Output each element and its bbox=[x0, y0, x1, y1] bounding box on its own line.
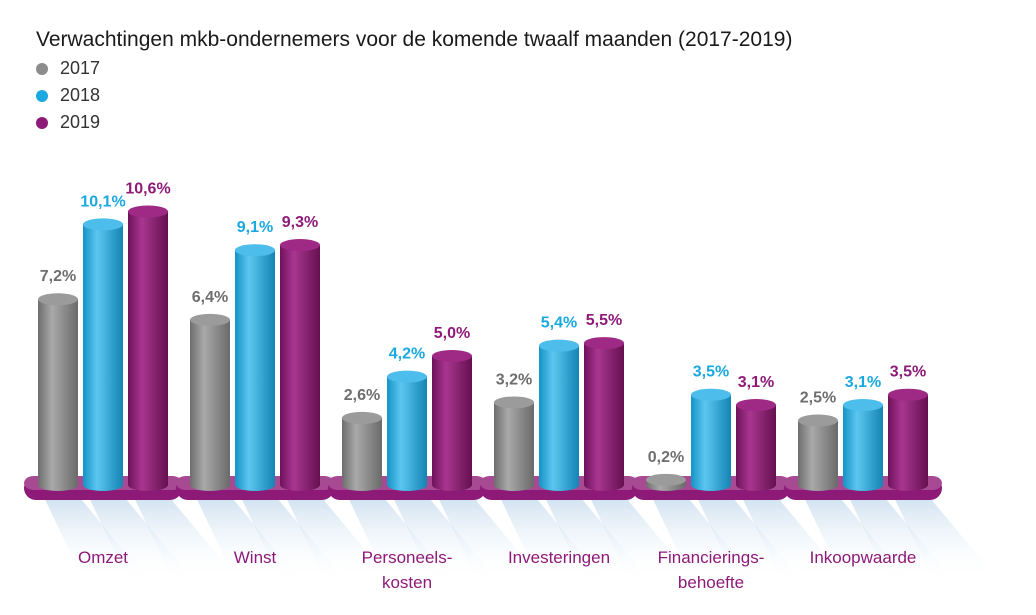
bar-2019-2 bbox=[432, 356, 472, 491]
value-label-2019-1: 9,3% bbox=[282, 214, 318, 231]
bar-cap-2018-0 bbox=[83, 218, 123, 231]
bar-cap-2017-4 bbox=[646, 473, 686, 486]
bar-cap-2018-4 bbox=[691, 388, 731, 401]
bar-cap-2018-5 bbox=[843, 399, 883, 412]
bar-cap-2019-4 bbox=[736, 399, 776, 412]
bar-cap-2019-3 bbox=[584, 337, 624, 350]
legend-label-2017: 2017 bbox=[60, 58, 101, 78]
legend-item-2018: 2018 bbox=[36, 82, 100, 109]
value-label-2017-0: 7,2% bbox=[40, 268, 76, 285]
bar-2017-3 bbox=[494, 402, 534, 491]
bar-cap-2017-0 bbox=[38, 293, 78, 306]
legend-item-2019: 2019 bbox=[36, 109, 100, 136]
value-label-2019-2: 5,0% bbox=[434, 325, 470, 342]
category-label-2: Personeels-kosten bbox=[362, 548, 453, 592]
bar-2018-2 bbox=[387, 376, 427, 491]
bar-shadow bbox=[132, 493, 238, 580]
value-label-2018-3: 5,4% bbox=[541, 315, 577, 332]
bar-2019-0 bbox=[128, 211, 168, 491]
value-label-2018-4: 3,5% bbox=[693, 364, 729, 381]
value-label-2018-1: 9,1% bbox=[237, 219, 273, 236]
bar-cap-2017-5 bbox=[798, 414, 838, 427]
bar-2017-5 bbox=[798, 420, 838, 491]
value-label-2019-5: 3,5% bbox=[890, 364, 926, 381]
bar-2018-1 bbox=[235, 250, 275, 491]
legend-label-2018: 2018 bbox=[60, 85, 101, 105]
bar-2017-0 bbox=[38, 299, 78, 491]
bar-cap-2017-3 bbox=[494, 396, 534, 409]
bar-shadow bbox=[892, 493, 998, 580]
bar-shadow bbox=[284, 493, 390, 580]
bar-shadow bbox=[588, 493, 694, 580]
category-label-4: Financierings-behoefte bbox=[658, 548, 765, 592]
bar-2019-5 bbox=[888, 394, 928, 491]
value-label-2019-0: 10,6% bbox=[125, 181, 170, 198]
bar-2019-4 bbox=[736, 405, 776, 491]
bar-cap-2019-1 bbox=[280, 239, 320, 252]
value-label-2019-4: 3,1% bbox=[738, 374, 774, 391]
value-label-2018-5: 3,1% bbox=[845, 374, 881, 391]
bar-shadow bbox=[436, 493, 542, 580]
legend-swatch-2017 bbox=[36, 62, 48, 75]
value-label-2018-0: 10,1% bbox=[80, 193, 125, 210]
bar-2018-3 bbox=[539, 345, 579, 491]
bar-cap-2018-1 bbox=[235, 244, 275, 257]
bar-cap-2019-5 bbox=[888, 388, 928, 401]
bar-cap-2017-2 bbox=[342, 411, 382, 424]
legend-label-2019: 2019 bbox=[60, 112, 101, 132]
bar-cap-2019-0 bbox=[128, 205, 168, 218]
legend-item-2017: 2017 bbox=[36, 55, 100, 82]
bar-2018-5 bbox=[843, 405, 883, 491]
category-label-3: Investeringen bbox=[508, 548, 610, 567]
value-label-2017-1: 6,4% bbox=[192, 289, 228, 306]
value-label-2017-5: 2,5% bbox=[800, 390, 836, 407]
value-label-2017-3: 3,2% bbox=[496, 371, 532, 388]
value-label-2017-2: 2,6% bbox=[344, 387, 380, 404]
bar-2017-2 bbox=[342, 417, 382, 491]
legend: 2017 2018 2019 bbox=[36, 55, 100, 136]
value-label-2017-4: 0,2% bbox=[648, 449, 684, 466]
bar-cap-2019-2 bbox=[432, 350, 472, 362]
chart-title: Verwachtingen mkb-ondernemers voor de ko… bbox=[36, 28, 793, 51]
bar-cap-2017-1 bbox=[190, 313, 230, 326]
category-label-1: Winst bbox=[234, 548, 277, 567]
legend-swatch-2018 bbox=[36, 89, 48, 102]
bar-cap-2018-2 bbox=[387, 370, 427, 383]
bar-2018-0 bbox=[83, 224, 123, 492]
legend-swatch-2019 bbox=[36, 116, 48, 129]
category-label-5: Inkoopwaarde bbox=[810, 548, 917, 567]
bar-2019-1 bbox=[280, 245, 320, 491]
bar-2018-4 bbox=[691, 394, 731, 491]
value-label-2018-2: 4,2% bbox=[389, 346, 425, 363]
bar-2017-1 bbox=[190, 319, 230, 491]
value-label-2019-3: 5,5% bbox=[586, 312, 622, 329]
bar-shadow bbox=[740, 493, 846, 580]
bar-2019-3 bbox=[584, 343, 624, 491]
category-label-0: Omzet bbox=[78, 548, 128, 567]
bar-cap-2018-3 bbox=[539, 339, 579, 352]
